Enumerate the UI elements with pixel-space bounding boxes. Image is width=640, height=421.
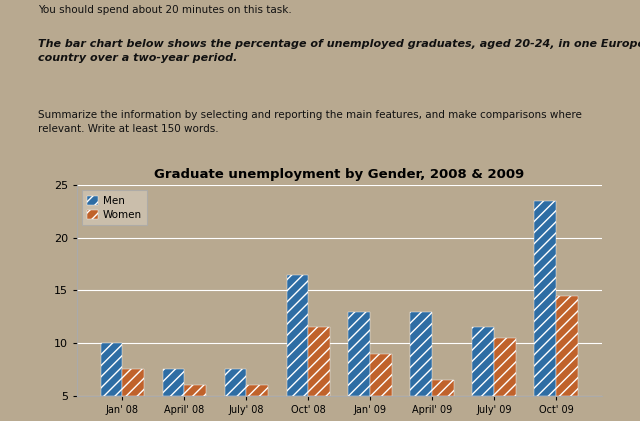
Bar <box>100 343 122 396</box>
Bar <box>246 385 268 396</box>
Title: Graduate unemployment by Gender, 2008 & 2009: Graduate unemployment by Gender, 2008 & … <box>154 168 524 181</box>
Bar <box>163 370 184 396</box>
Bar <box>472 328 494 396</box>
Bar <box>494 338 516 396</box>
Bar <box>287 274 308 396</box>
Bar <box>370 354 392 396</box>
Bar <box>534 201 556 396</box>
Bar <box>410 312 432 396</box>
Text: You should spend about 20 minutes on this task.: You should spend about 20 minutes on thi… <box>38 5 292 15</box>
Bar <box>122 370 144 396</box>
Text: Summarize the information by selecting and reporting the main features, and make: Summarize the information by selecting a… <box>38 109 582 133</box>
Bar <box>349 312 370 396</box>
Bar <box>308 328 330 396</box>
Text: The bar chart below shows the percentage of unemployed graduates, aged 20-24, in: The bar chart below shows the percentage… <box>38 39 640 63</box>
Bar <box>556 296 578 396</box>
Legend: Men, Women: Men, Women <box>82 190 147 226</box>
Bar <box>225 370 246 396</box>
Bar <box>432 380 454 396</box>
Bar <box>184 385 206 396</box>
